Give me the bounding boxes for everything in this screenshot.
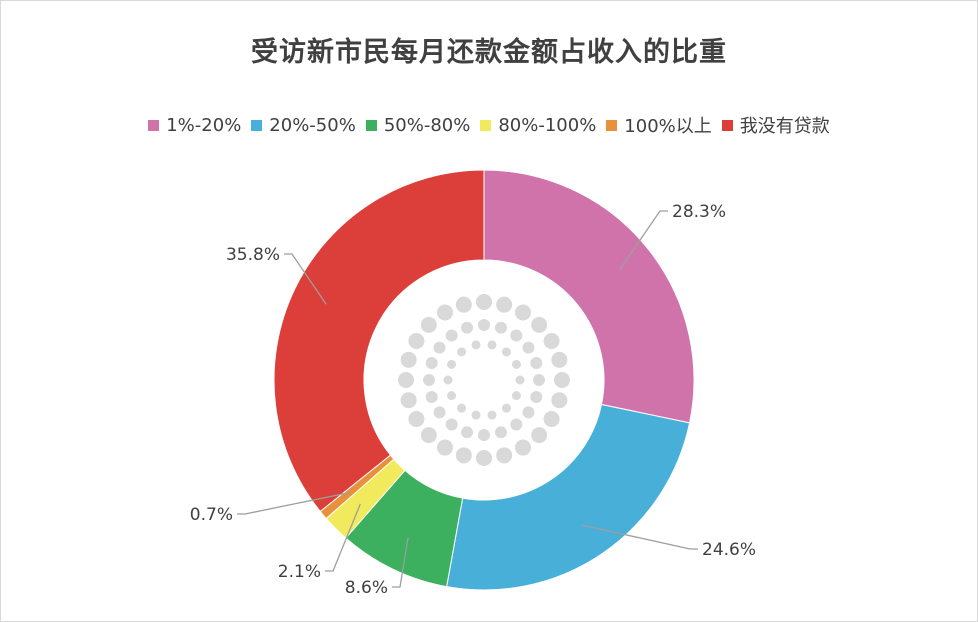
decor-dot bbox=[400, 392, 417, 409]
decor-dot bbox=[478, 429, 490, 441]
leader-line bbox=[284, 253, 327, 305]
decor-dot bbox=[487, 340, 497, 350]
decor-dot bbox=[531, 427, 548, 444]
decor-dot bbox=[445, 329, 458, 342]
decor-dot bbox=[433, 341, 446, 354]
legend-swatch bbox=[148, 119, 160, 131]
decor-dot bbox=[522, 341, 535, 354]
donut-slice[interactable] bbox=[483, 169, 695, 424]
legend-swatch bbox=[251, 119, 263, 131]
center-dots-decoration bbox=[398, 294, 570, 466]
leader-line bbox=[392, 537, 409, 588]
decor-dot bbox=[496, 296, 513, 313]
legend-label: 我没有贷款 bbox=[739, 116, 830, 137]
legend-swatch bbox=[721, 119, 733, 131]
legend-item[interactable]: 80%-100% bbox=[480, 112, 596, 138]
data-label: 28.3% bbox=[672, 202, 726, 222]
decor-dot bbox=[494, 426, 507, 439]
donut-slice[interactable] bbox=[446, 403, 691, 591]
data-label: 0.7% bbox=[190, 505, 233, 525]
decor-dot bbox=[494, 321, 507, 334]
chart-title: 受访新市民每月还款金额占收入的比重 bbox=[251, 37, 727, 68]
legend-label: 100%以上 bbox=[624, 116, 712, 137]
decor-dot bbox=[445, 418, 458, 431]
decor-dot bbox=[476, 450, 492, 466]
decor-dot bbox=[425, 357, 438, 370]
decor-dot bbox=[551, 351, 568, 368]
donut-slice[interactable] bbox=[273, 169, 485, 513]
decor-dot bbox=[471, 340, 481, 350]
decor-dot bbox=[510, 418, 523, 431]
decor-dot bbox=[515, 439, 531, 456]
legend-item[interactable]: 我没有贷款 bbox=[721, 112, 830, 138]
data-label: 35.8% bbox=[226, 245, 280, 265]
decor-dot bbox=[533, 374, 545, 386]
leader-line bbox=[325, 503, 361, 572]
data-label: 8.6% bbox=[345, 578, 388, 598]
decor-dot bbox=[455, 447, 472, 464]
legend-item[interactable]: 50%-80% bbox=[365, 112, 471, 138]
legend-swatch bbox=[365, 119, 377, 131]
decor-dot bbox=[437, 439, 453, 456]
decor-dot bbox=[515, 375, 525, 385]
legend-label: 50%-80% bbox=[383, 114, 471, 136]
legend-label: 20%-50% bbox=[269, 114, 356, 136]
decor-dot bbox=[437, 304, 453, 321]
decor-dot bbox=[531, 316, 548, 333]
decor-dot bbox=[455, 296, 472, 313]
decor-dot bbox=[515, 304, 531, 321]
decor-dot bbox=[420, 427, 437, 444]
decor-dot bbox=[408, 411, 425, 427]
decor-dot bbox=[543, 333, 560, 349]
legend-item[interactable]: 100%以上 bbox=[606, 112, 712, 138]
decor-dot bbox=[433, 406, 446, 419]
decor-dot bbox=[408, 333, 425, 349]
decor-dot bbox=[461, 321, 474, 334]
legend-label: 80%-100% bbox=[498, 114, 597, 136]
legend-item[interactable]: 20%-50% bbox=[251, 112, 356, 138]
decor-dot bbox=[522, 406, 535, 419]
decor-dot bbox=[501, 403, 511, 413]
decor-dot bbox=[471, 410, 481, 420]
decor-dot bbox=[420, 316, 437, 333]
decor-dot bbox=[511, 359, 521, 369]
decor-dot bbox=[496, 447, 513, 464]
leader-line bbox=[237, 491, 351, 515]
decor-dot bbox=[501, 347, 511, 357]
leader-line bbox=[581, 524, 698, 550]
decor-dot bbox=[478, 319, 490, 331]
decor-dot bbox=[511, 391, 521, 401]
legend-label: 1%-20% bbox=[166, 114, 242, 136]
decor-dot bbox=[400, 351, 417, 368]
decor-dot bbox=[447, 359, 457, 369]
decor-dot bbox=[425, 390, 438, 403]
data-label: 24.6% bbox=[702, 540, 756, 560]
legend-swatch bbox=[606, 119, 618, 131]
decor-dot bbox=[554, 372, 570, 388]
legend-swatch bbox=[480, 119, 492, 131]
decor-dot bbox=[447, 391, 457, 401]
decor-dot bbox=[398, 372, 414, 388]
leader-line bbox=[619, 210, 668, 270]
decor-dot bbox=[461, 426, 474, 439]
decor-dot bbox=[457, 347, 467, 357]
decor-dot bbox=[443, 375, 453, 385]
decor-dot bbox=[551, 392, 568, 409]
decor-dot bbox=[487, 410, 497, 420]
decor-dot bbox=[510, 329, 523, 342]
legend: 1%-20% 20%-50% 50%-80% 80%-100% 100%以上 我没有贷款 bbox=[0, 112, 978, 138]
decor-dot bbox=[423, 374, 435, 386]
decor-dot bbox=[457, 403, 467, 413]
data-label: 2.1% bbox=[278, 562, 321, 582]
decor-dot bbox=[530, 390, 543, 403]
decor-dot bbox=[476, 294, 492, 310]
legend-item[interactable]: 1%-20% bbox=[148, 112, 241, 138]
decor-dot bbox=[543, 411, 560, 427]
decor-dot bbox=[530, 357, 543, 370]
